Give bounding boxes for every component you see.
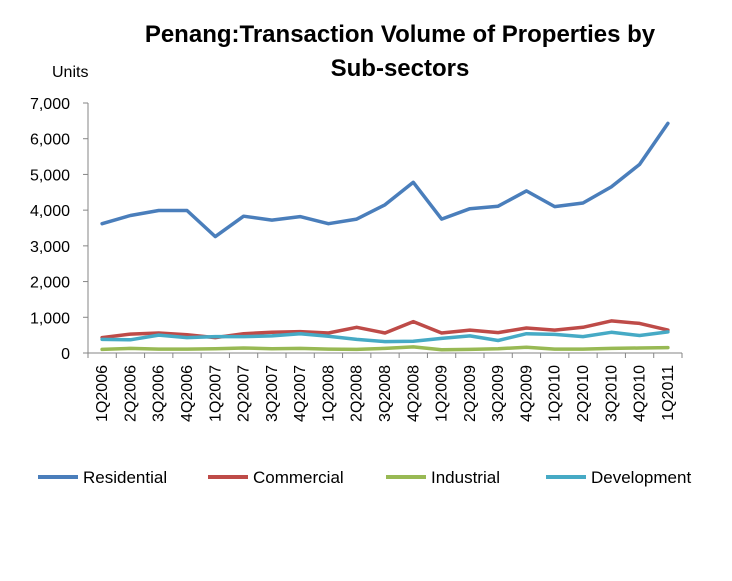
legend: Residential Commercial Industrial Developme…	[38, 468, 691, 487]
x-tick-label: 4Q2009	[518, 365, 535, 422]
y-tick-label: 6,000	[30, 132, 70, 149]
x-tick-label: 4Q2008	[405, 365, 422, 422]
x-tick-label: 4Q2010	[632, 365, 649, 422]
x-tick-label: 3Q2009	[490, 365, 507, 422]
legend-label-residential: Residential	[83, 468, 167, 487]
x-tick-label: 2Q2007	[236, 365, 253, 422]
y-tick-label: 5,000	[30, 167, 70, 184]
legend-label-commercial: Commercial	[253, 468, 344, 487]
x-tick-label: 4Q2007	[292, 365, 309, 422]
x-tick-label: 3Q2008	[377, 365, 394, 422]
y-tick-label: 0	[61, 346, 70, 363]
y-axis: 0 1,000 2,000 3,000 4,000 5,000 6,000 7,000	[30, 96, 89, 363]
x-tick-label: 1Q2009	[434, 365, 451, 422]
legend-label-industrial: Industrial	[431, 468, 500, 487]
x-tick-label: 3Q2006	[151, 365, 168, 422]
x-tick-label: 3Q2007	[264, 365, 281, 422]
x-tick-label: 2Q2009	[462, 365, 479, 422]
x-tick-label: 2Q2008	[349, 365, 366, 422]
x-axis: 1Q2006 2Q2006 3Q2006 4Q2006 1Q2007 2Q2007 3Q20…	[87, 352, 683, 422]
x-tick-label: 1Q2011	[660, 365, 677, 421]
x-tick-label: 2Q2010	[575, 365, 592, 422]
x-tick-label: 4Q2006	[179, 365, 196, 422]
series-line-development	[100, 330, 670, 344]
y-tick-label: 1,000	[30, 310, 70, 327]
y-tick-label: 3,000	[30, 239, 70, 256]
y-tick-label: 4,000	[30, 203, 70, 220]
x-tick-label: 1Q2007	[207, 365, 224, 422]
x-tick-label: 1Q2006	[94, 365, 111, 422]
y-tick-label: 7,000	[30, 96, 70, 113]
x-tick-label: 3Q2010	[603, 365, 620, 422]
legend-label-development: Development	[591, 468, 691, 487]
series-line-industrial	[100, 345, 670, 352]
x-tick-label: 2Q2006	[122, 365, 139, 422]
chart-title-line-2: Sub-sectors	[330, 55, 470, 82]
x-tick-label: 1Q2010	[547, 365, 564, 422]
x-tick-label: 1Q2008	[320, 365, 337, 422]
chart-title-line-1: Penang:Transaction Volume of Properties …	[144, 21, 656, 48]
series-line-residential	[100, 121, 670, 239]
series-lines	[100, 121, 670, 352]
y-axis-unit-label: Units	[52, 64, 89, 81]
y-tick-label: 2,000	[30, 275, 70, 292]
